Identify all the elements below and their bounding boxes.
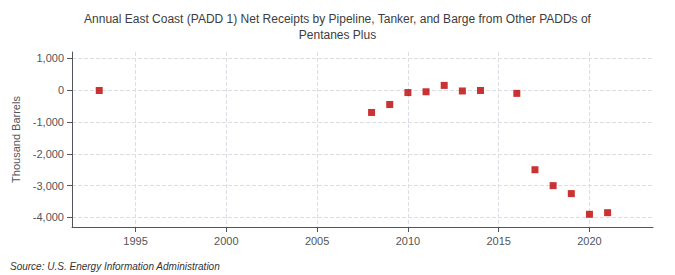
svg-text:1995: 1995	[123, 235, 147, 247]
svg-text:Annual East Coast (PADD 1) Net: Annual East Coast (PADD 1) Net Receipts …	[84, 12, 592, 26]
svg-text:0: 0	[58, 84, 64, 96]
svg-text:Pentanes Plus: Pentanes Plus	[299, 28, 376, 42]
svg-text:Thousand Barrels: Thousand Barrels	[10, 96, 22, 183]
svg-text:-3,000: -3,000	[33, 180, 64, 192]
svg-text:2015: 2015	[486, 235, 510, 247]
svg-text:2010: 2010	[396, 235, 420, 247]
svg-text:-2,000: -2,000	[33, 148, 64, 160]
svg-text:1,000: 1,000	[36, 52, 64, 64]
svg-text:2020: 2020	[577, 235, 601, 247]
svg-text:2005: 2005	[305, 235, 329, 247]
svg-text:Source: U.S. Energy Informatio: Source: U.S. Energy Information Administ…	[10, 261, 220, 272]
svg-text:2000: 2000	[214, 235, 238, 247]
svg-text:-4,000: -4,000	[33, 211, 64, 223]
svg-text:-1,000: -1,000	[33, 116, 64, 128]
